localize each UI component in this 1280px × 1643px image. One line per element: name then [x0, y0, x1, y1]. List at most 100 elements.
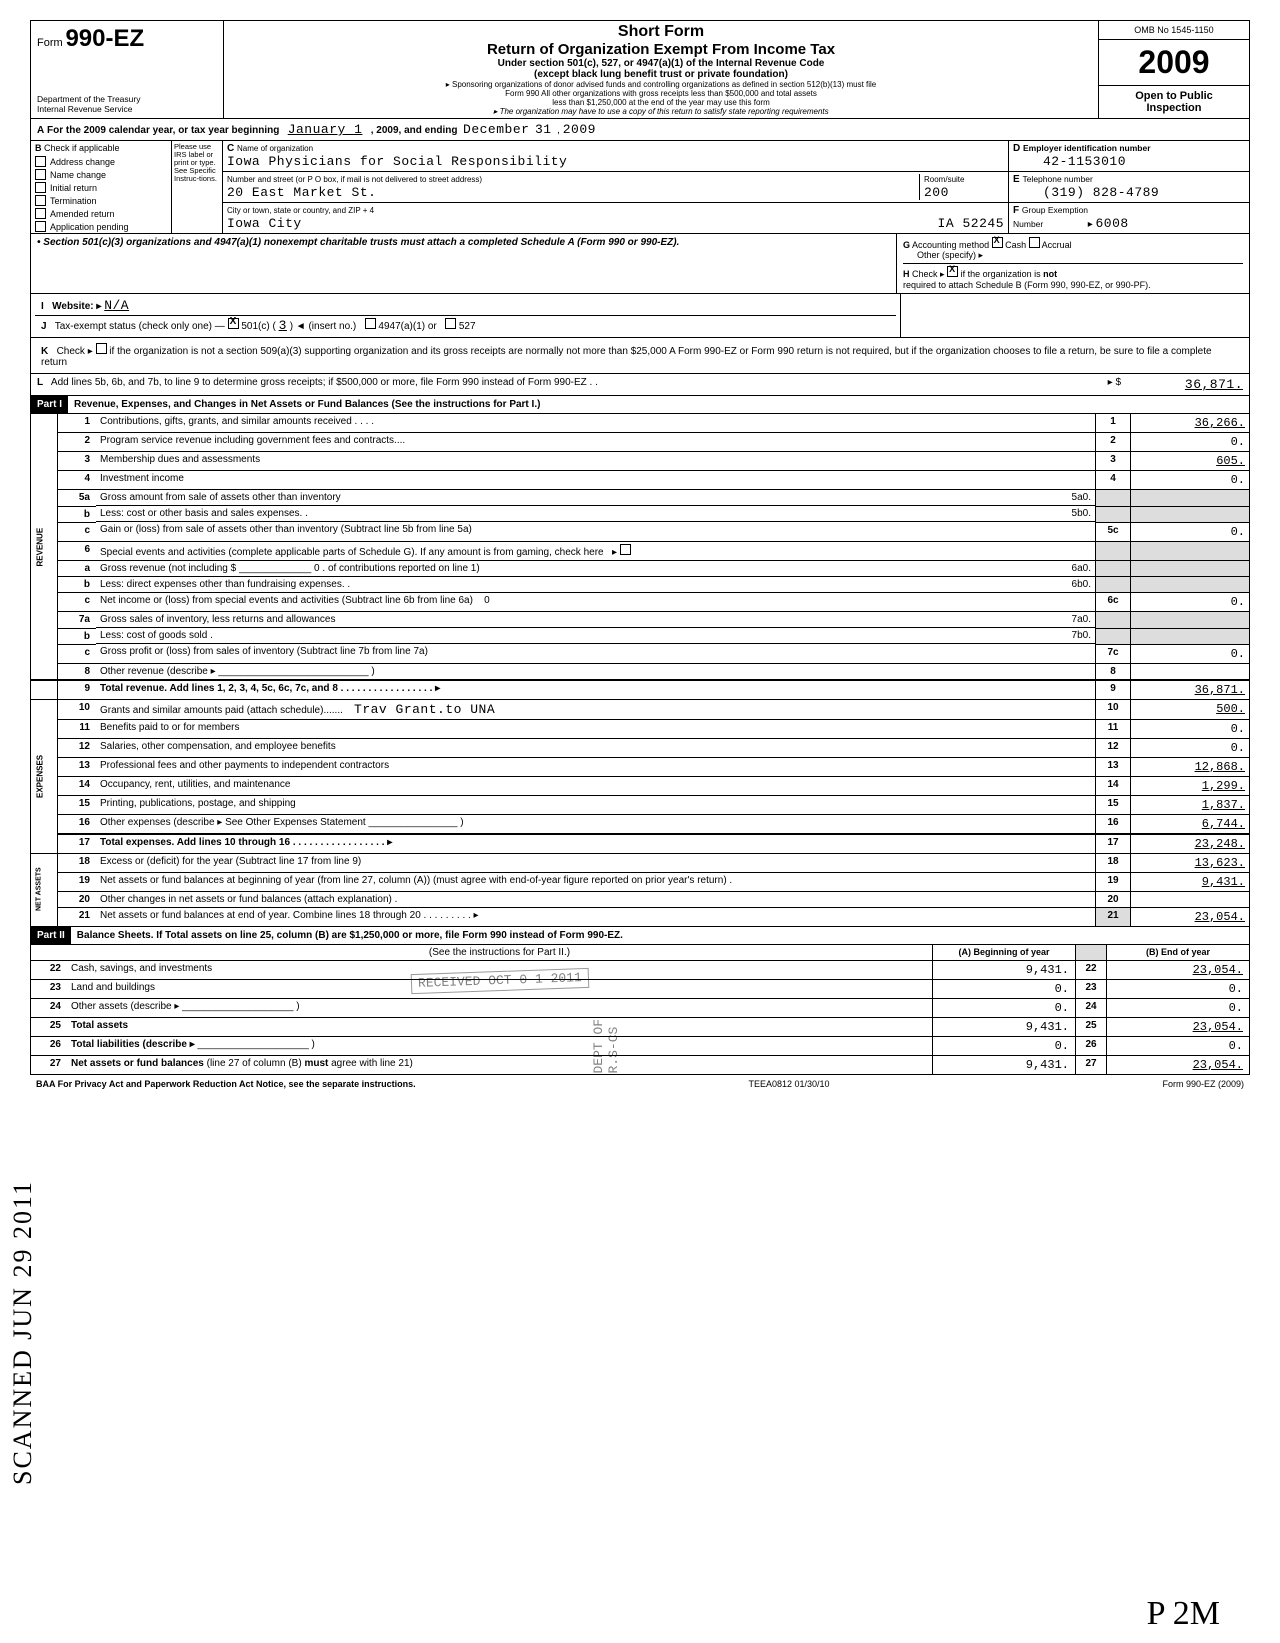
part-2-label: Part II [31, 927, 71, 944]
line-22: 22Cash, savings, and investments9,431.22… [31, 961, 1249, 980]
527-label: 527 [459, 321, 476, 332]
scanned-stamp: SCANNED JUN 29 2011 [8, 1180, 38, 1485]
label-d: D [1013, 143, 1020, 154]
h-not: not [1043, 269, 1057, 279]
form-code: TEEA0812 01/30/10 [749, 1079, 830, 1089]
state: IA [938, 216, 955, 231]
short-form-title: Short Form [230, 23, 1092, 41]
501c-label: 501(c) ( [241, 321, 275, 332]
check-cash[interactable]: X [992, 237, 1003, 248]
accounting-method-label: Accounting method [912, 240, 989, 250]
line-16: 16Other expenses (describe ▸ See Other E… [31, 814, 1249, 834]
line-14: 14Occupancy, rent, utilities, and mainte… [31, 776, 1249, 795]
section-g-h: • Section 501(c)(3) organizations and 49… [31, 234, 1249, 294]
label-b: B [35, 143, 42, 153]
k-check-label: Check ▸ [57, 346, 93, 357]
line-6b: bLess: direct expenses other than fundra… [31, 577, 1249, 593]
street-label: Number and street (or P O box, if mail i… [227, 175, 482, 184]
line-23: 23Land and buildings0.230. [31, 980, 1249, 999]
check-termination[interactable]: Termination [31, 194, 171, 207]
check-name-change[interactable]: Name change [31, 168, 171, 181]
label-e: E [1013, 174, 1020, 185]
fine4: ▸ The organization may have to use a cop… [230, 107, 1092, 116]
irs-label-instruct: Please use IRS label or print or type. S… [172, 141, 223, 233]
subtitle1: Under section 501(c), 527, or 4947(a)(1)… [230, 58, 1092, 69]
line-3: 3Membership dues and assessments3605. [31, 452, 1249, 471]
line-5b: bLess: cost or other basis and sales exp… [31, 506, 1249, 522]
line-27: 27Net assets or fund balances (line 27 o… [31, 1056, 1249, 1074]
line-1: REVENUE 1 Contributions, gifts, grants, … [31, 414, 1249, 433]
dept-line2: Internal Revenue Service [37, 105, 217, 114]
part-2-title: Balance Sheets. If Total assets on line … [77, 930, 623, 941]
section-b-through-f: B Check if applicable Address change Nam… [31, 141, 1249, 234]
label-a: A [37, 125, 44, 136]
h-check-label: Check ▸ [912, 269, 945, 279]
line-6: 6Special events and activities (complete… [31, 541, 1249, 560]
line-a-text1: For the 2009 calendar year, or tax year … [47, 125, 279, 136]
begin-date: January 1 [288, 122, 363, 137]
line-12: 12Salaries, other compensation, and empl… [31, 738, 1249, 757]
room-label: Room/suite [924, 175, 964, 184]
bullet-text: • Section 501(c)(3) organizations and 49… [37, 237, 679, 248]
check-address-change[interactable]: Address change [31, 155, 171, 168]
form-number: 990-EZ [65, 25, 144, 52]
label-i: I [41, 301, 44, 312]
check-4947[interactable] [365, 318, 376, 329]
side-net-assets: NET ASSETS [31, 853, 58, 926]
header-center: Short Form Return of Organization Exempt… [224, 21, 1099, 118]
cash-label: Cash [1005, 240, 1026, 250]
end-day: 31 [535, 122, 552, 137]
check-501c[interactable]: X [228, 318, 239, 329]
check-initial-return[interactable]: Initial return [31, 181, 171, 194]
line-21: 21Net assets or fund balances at end of … [31, 907, 1249, 926]
line-7a: 7aGross sales of inventory, less returns… [31, 612, 1249, 629]
header-right: OMB No 1545-1150 2009 Open to Public Ins… [1099, 21, 1249, 118]
4947-label: 4947(a)(1) or [378, 321, 436, 332]
line-27-suffix: (line 27 of column (B) must agree with l… [207, 1058, 413, 1069]
check-gaming[interactable] [620, 544, 631, 555]
501c-number: 3 [279, 318, 287, 333]
ein-label: Employer identification number [1023, 143, 1151, 153]
check-509a3[interactable] [96, 343, 107, 354]
line-2: 2Program service revenue including gover… [31, 433, 1249, 452]
line-5c: cGain or (loss) from sale of assets othe… [31, 522, 1249, 541]
section-g-h-right: G Accounting method X Cash Accrual Other… [897, 234, 1249, 293]
side-expenses: EXPENSES [31, 699, 58, 853]
col-c-org-info: C Name of organization Iowa Physicians f… [223, 141, 1008, 233]
org-name: Iowa Physicians for Social Responsibilit… [227, 154, 567, 169]
form-label: Form [37, 37, 63, 49]
check-schedule-b-not-required[interactable]: X [947, 266, 958, 277]
fine2: Form 990 All other organizations with gr… [230, 89, 1092, 98]
phone: (319) 828-4789 [1013, 185, 1159, 200]
form-header: Form 990-EZ Department of the Treasury I… [31, 21, 1249, 119]
fine3: less than $1,250,000 at the end of the y… [230, 98, 1092, 107]
label-f: F [1013, 205, 1019, 216]
line-24: 24Other assets (describe ▸ _____________… [31, 999, 1249, 1018]
ein: 42-1153010 [1013, 154, 1126, 169]
h-text3: required to attach Schedule B (Form 990,… [903, 280, 1151, 290]
return-title: Return of Organization Exempt From Incom… [230, 41, 1092, 58]
group-arrow: ▸ [1088, 219, 1093, 230]
balance-header: (See the instructions for Part II.) (A) … [31, 945, 1249, 961]
check-527[interactable] [445, 318, 456, 329]
check-accrual[interactable] [1029, 237, 1040, 248]
omb-number: OMB No 1545-1150 [1099, 21, 1249, 40]
dept-treasury: Department of the Treasury Internal Reve… [37, 95, 217, 114]
website-label: Website: ▸ [52, 301, 101, 312]
open-label: Open to Public [1135, 90, 1213, 102]
signature: P 2M [1147, 1595, 1220, 1633]
line-5a: 5aGross amount from sale of assets other… [31, 490, 1249, 507]
check-application-pending[interactable]: Application pending [31, 220, 171, 233]
end-month: December [463, 122, 529, 137]
street-address: 20 East Market St. [227, 185, 376, 200]
website: N/A [104, 298, 129, 313]
line-4: 4Investment income40. [31, 471, 1249, 490]
501c-suffix: ) ◄ (insert no.) [290, 321, 357, 332]
inspection-label: Inspection [1146, 102, 1201, 114]
line-9: 9Total revenue. Add lines 1, 2, 3, 4, 5c… [31, 680, 1249, 700]
check-amended[interactable]: Amended return [31, 207, 171, 220]
header-left: Form 990-EZ Department of the Treasury I… [31, 21, 224, 118]
part-2-instr: (See the instructions for Part II.) [67, 945, 932, 960]
label-g: G [903, 240, 910, 250]
part-1-title: Revenue, Expenses, and Changes in Net As… [68, 396, 1249, 413]
